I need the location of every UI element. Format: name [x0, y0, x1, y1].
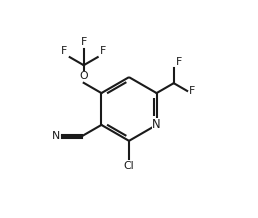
Text: F: F	[175, 57, 182, 67]
Text: F: F	[189, 86, 196, 96]
Text: O: O	[79, 71, 88, 81]
Text: F: F	[80, 37, 87, 47]
Text: F: F	[100, 46, 106, 56]
Text: N: N	[52, 131, 60, 141]
Text: F: F	[61, 46, 68, 56]
Text: N: N	[152, 118, 161, 131]
Text: Cl: Cl	[124, 161, 134, 171]
